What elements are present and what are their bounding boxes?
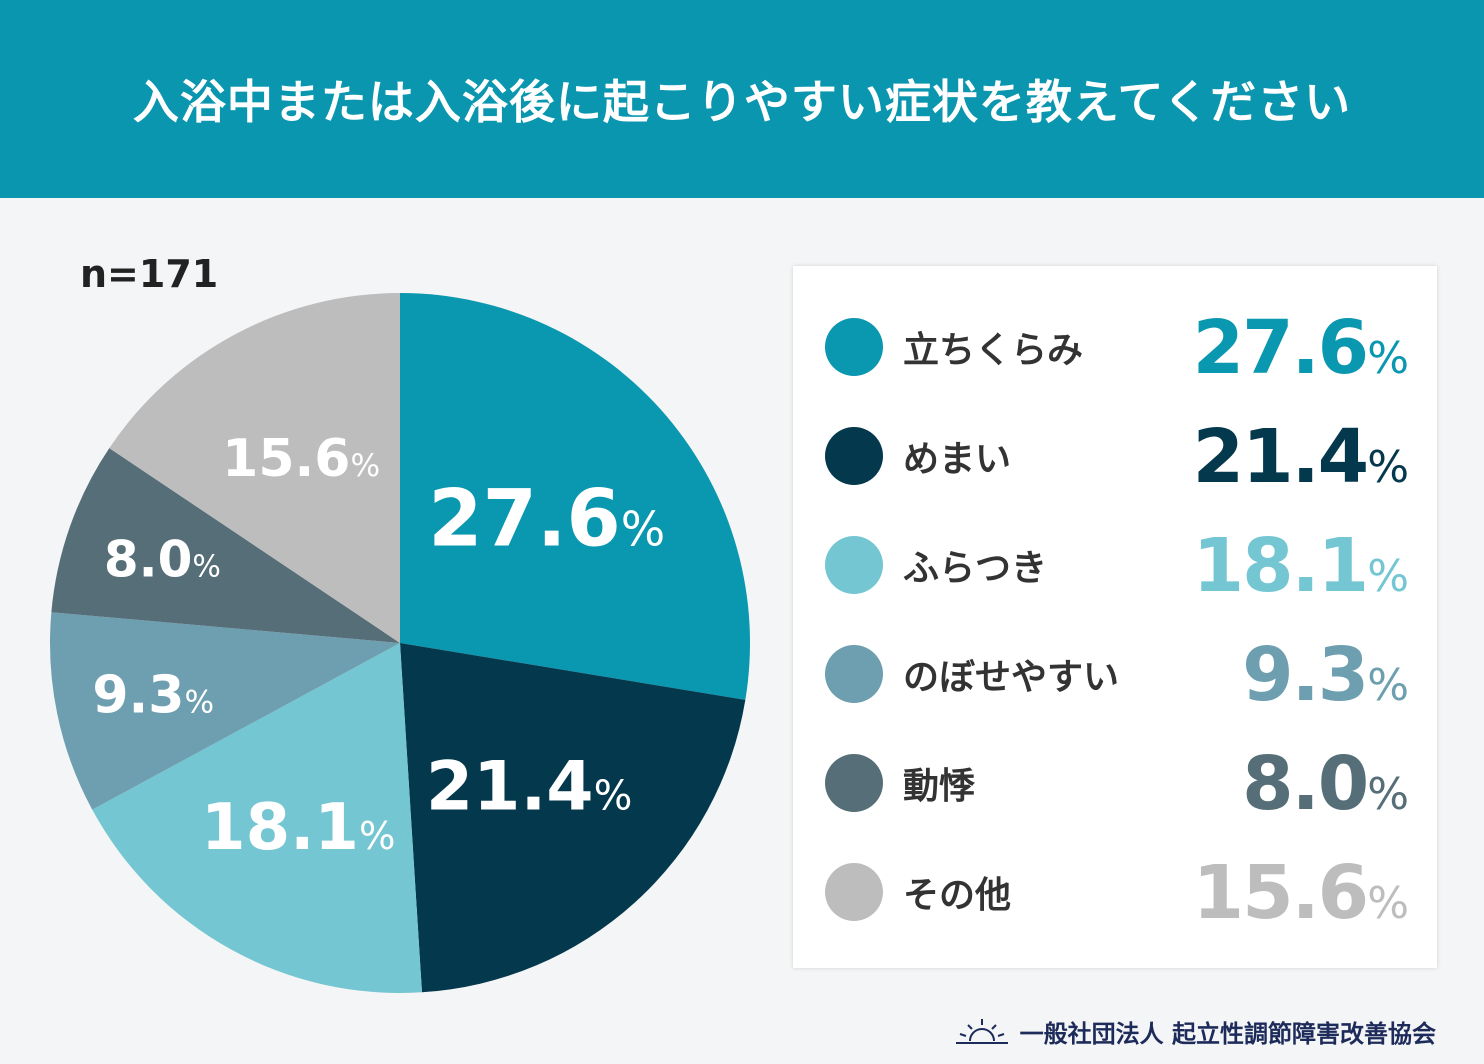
legend-label: その他 [903,875,1012,916]
pie-slice [109,293,400,643]
slice-label: 18.1% [201,791,395,865]
legend-value: 27.6% [1192,305,1409,391]
sample-size: n=171 [80,252,219,296]
header-banner: 入浴中または入浴後に起こりやすい症状を教えてください [0,0,1484,198]
legend: 立ちくらみ 27.6% めまい 21.4% ふらつき 18.1% のぼせやすい 9.3% 動悸 8… [793,266,1437,968]
pie-slice [92,643,422,993]
legend-swatch [825,645,883,703]
pie-slice [400,643,746,993]
legend-value: 15.6% [1192,850,1409,936]
legend-value: 18.1% [1192,523,1409,609]
slice-label: 21.4% [426,748,633,827]
pie-slice [400,293,750,700]
legend-item: 立ちくらみ 27.6% [793,291,1437,401]
legend-value: 8.0% [1242,741,1409,827]
organization-name: 一般社団法人 起立性調節障害改善協会 [1019,1020,1436,1048]
pie-slice [51,448,400,643]
legend-value: 9.3% [1242,632,1409,718]
legend-swatch [825,863,883,921]
slice-label: 15.6% [222,429,380,489]
legend-value: 21.4% [1192,414,1409,500]
legend-swatch [825,536,883,594]
legend-item: ふらつき 18.1% [793,509,1437,619]
legend-item: 動悸 8.0% [793,727,1437,837]
legend-swatch [825,754,883,812]
pie-chart: 27.6% 21.4% 18.1% 9.3% 8.0%15.6% [49,293,750,993]
legend-label: 動悸 [903,766,976,807]
legend-swatch [825,318,883,376]
chart-title: 入浴中または入浴後に起こりやすい症状を教えてください [132,75,1352,129]
legend-swatch [825,427,883,485]
footer: 一般社団法人 起立性調節障害改善協会 [954,1014,1436,1049]
legend-label: のぼせやすい [903,657,1120,698]
slice-label: 9.3% [92,665,214,725]
legend-item: のぼせやすい 9.3% [793,618,1437,728]
legend-item: めまい 21.4% [793,400,1437,510]
legend-label: 立ちくらみ [903,330,1084,371]
legend-label: めまい [903,439,1012,480]
sunrise-icon [955,1018,1008,1044]
slice-label: 8.0% [104,531,221,589]
legend-item: その他 15.6% [793,836,1437,946]
pie-slice [49,612,400,810]
legend-label: ふらつき [903,548,1048,589]
slice-label: 27.6% [428,475,665,565]
